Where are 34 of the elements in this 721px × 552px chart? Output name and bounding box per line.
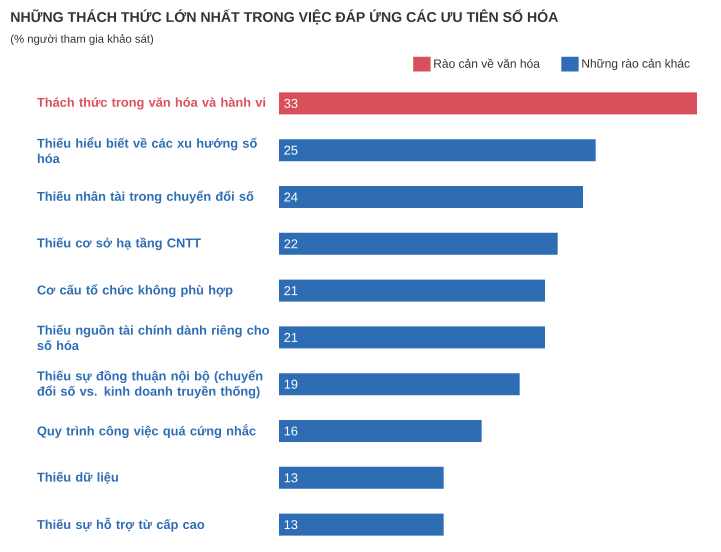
bar [279,514,444,536]
data-label: 13 [284,473,298,482]
data-label: 13 [284,520,298,530]
data-label: 21 [284,332,298,342]
data-label: 19 [284,380,298,389]
y-tick-label: Thiếu hiểu biết về các xu hướng số hóa [37,137,257,164]
y-tick-label: Thiếu nguồn tài chính dành riêng cho số hóa [37,324,269,350]
bar [279,420,482,442]
data-label: 24 [284,192,298,202]
y-tick-label: Cơ cấu tổ chức không phù hợp [37,284,232,298]
bar [279,139,596,162]
y-tick-label: Thiếu cơ sở hạ tầng CNTT [37,238,201,250]
bar [279,280,545,302]
chart-title: NHỮNG THÁCH THỨC LỚN NHẤT TRONG VIỆC ĐÁP ỨNG CÁC ƯU TIÊN SỐ HÓA [11,9,558,24]
y-tick-label: Thách thức trong văn hóa và hành vi [37,97,266,110]
bar [279,232,558,255]
data-label: 25 [284,146,298,155]
y-tick-label: Thiếu nhân tài trong chuyển đổi số [37,190,254,204]
y-tick-label: Thiếu dữ liệu [37,472,118,484]
bar [279,326,545,348]
text: (% người tham gia khảo sát) [10,34,154,46]
data-label: 33 [284,98,298,108]
data-label: 21 [284,286,298,296]
bar [279,466,444,489]
legend-label: Rào cản về văn hóa [434,58,540,68]
legend-label: Những rào cản khác [582,58,690,70]
y-tick-label: Quy trình công việc quá cứng nhắc [37,424,256,438]
y-tick-label: Thiếu sự đồng thuận nội bộ (chuyển đổi số vs. kinh doanh truyền thống) [37,370,262,398]
data-label: 22 [284,239,298,248]
data-label: 16 [284,426,298,436]
bar [279,186,583,208]
y-tick-label: Thiếu sự hỗ trợ từ cấp cao [37,518,204,532]
bar [279,373,520,396]
bar [279,92,697,114]
